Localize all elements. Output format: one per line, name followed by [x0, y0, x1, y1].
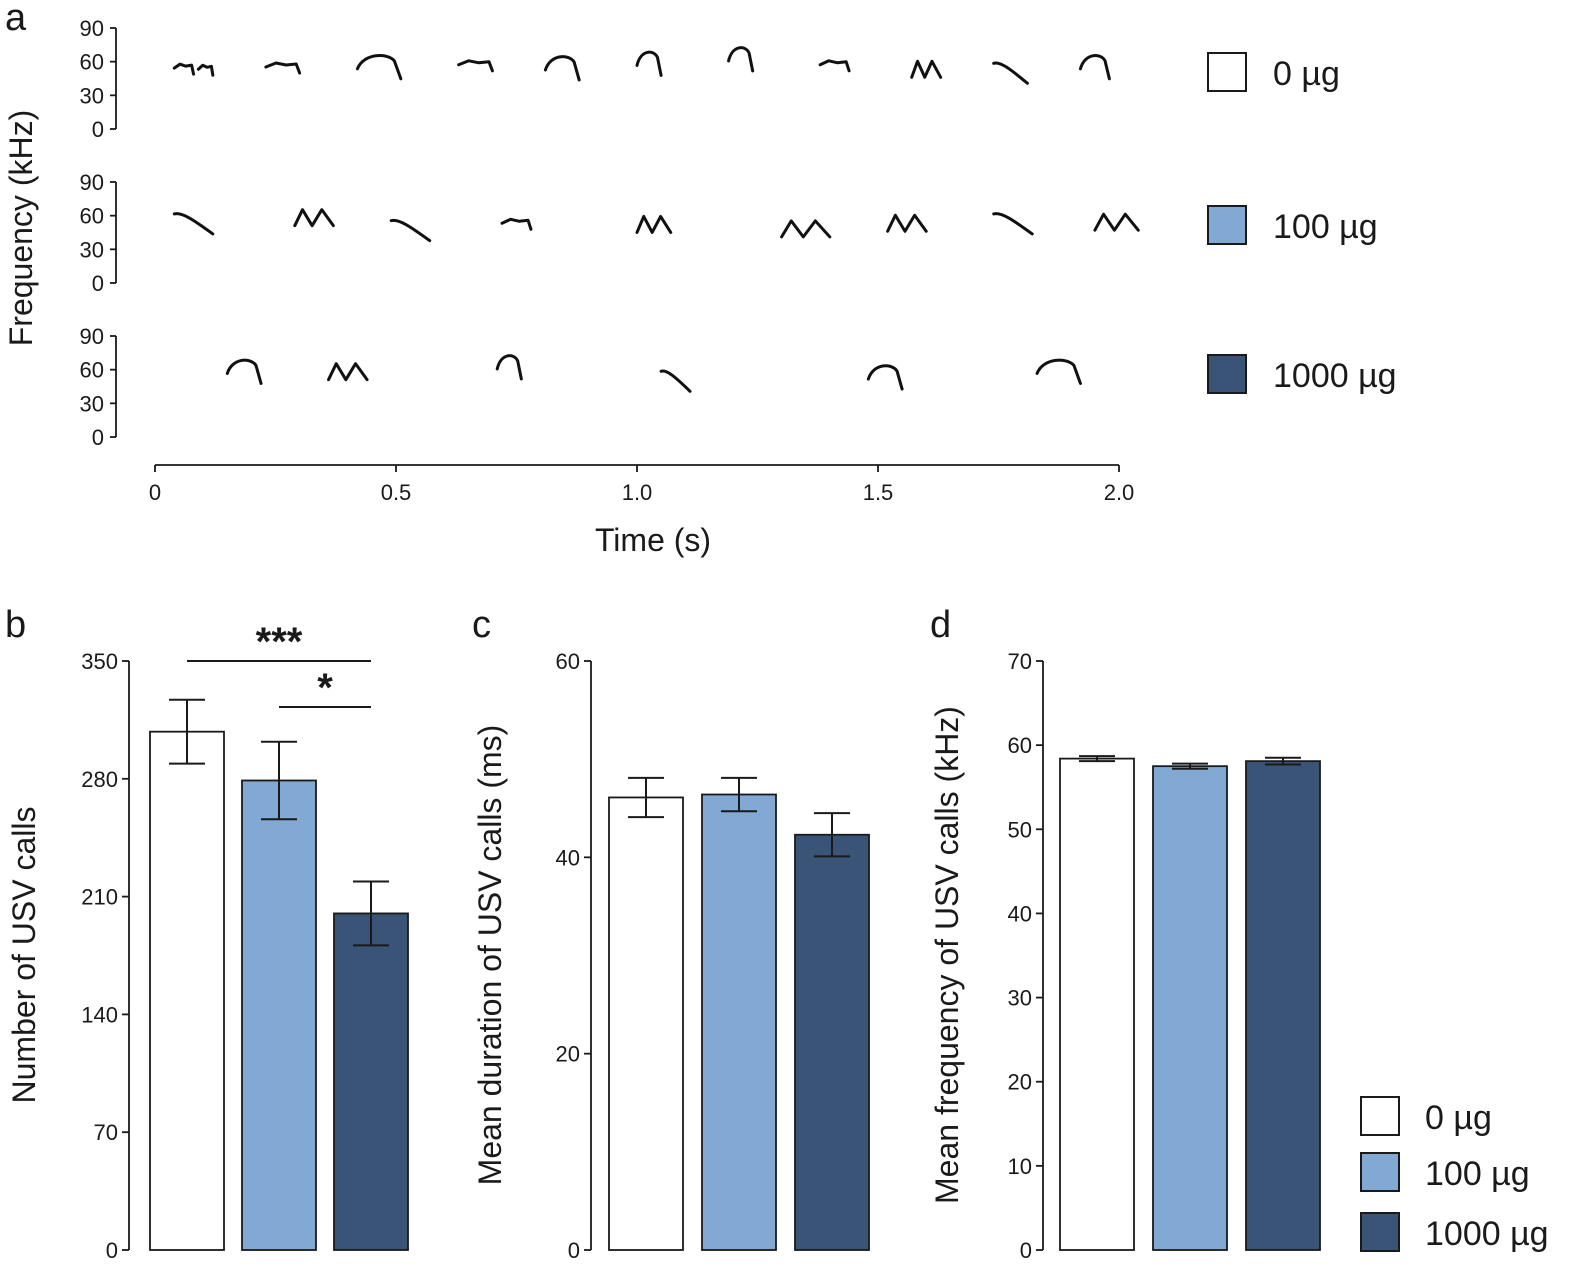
bar-c-2 [701, 793, 777, 1251]
usv-call [1035, 358, 1082, 385]
usv-call [500, 217, 533, 231]
usv-call [225, 358, 263, 385]
usv-call [886, 213, 928, 233]
usv-call [196, 63, 215, 77]
y-tick-label-a: 0 [92, 271, 104, 296]
bar-d-2 [1152, 765, 1228, 1251]
x-tick-label-a: 0.5 [381, 480, 412, 505]
y-tick-label-d: 10 [1008, 1154, 1032, 1179]
usv-call [495, 354, 523, 381]
usv-call [543, 55, 581, 82]
significance-label: * [317, 666, 333, 710]
x-tick-label-a: 0 [149, 480, 161, 505]
usv-call [457, 59, 494, 73]
y-tick-label-b: 70 [94, 1120, 118, 1145]
y-tick-label-a: 60 [80, 204, 104, 229]
panel-label-c: c [472, 604, 491, 646]
x-tick-label-a: 1.0 [622, 480, 653, 505]
y-tick-label-d: 70 [1008, 649, 1032, 674]
y-tick-label-c: 60 [556, 649, 580, 674]
y-tick-label-d: 50 [1008, 817, 1032, 842]
y-tick-label-b: 280 [81, 767, 118, 792]
usv-call [866, 364, 904, 391]
usv-call [727, 46, 755, 73]
usv-call [355, 54, 403, 81]
panel-label-b: b [5, 604, 26, 646]
y-axis-title-d: Mean frequency of USV calls (kHz) [929, 706, 965, 1204]
y-tick-label-c: 20 [556, 1042, 580, 1067]
y-axis-title-a: Frequency (kHz) [3, 110, 39, 347]
y-tick-label-a: 60 [80, 50, 104, 75]
legend-label-a: 0 µg [1273, 55, 1340, 93]
y-tick-label-d: 0 [1020, 1238, 1032, 1263]
legend-label-d: 1000 µg [1425, 1215, 1549, 1253]
usv-call [293, 208, 335, 228]
y-tick-label-d: 40 [1008, 901, 1032, 926]
usv-call [172, 212, 215, 236]
y-axis-title-b: Number of USV calls [6, 807, 42, 1104]
legend-swatch-a [1207, 52, 1247, 92]
usv-call [659, 369, 692, 393]
legend-swatch-d [1360, 1152, 1400, 1192]
usv-call [264, 61, 302, 75]
legend-label-a: 100 µg [1273, 208, 1378, 246]
legend-swatch-a [1207, 354, 1247, 394]
x-tick-label-a: 1.5 [863, 480, 894, 505]
y-tick-label-a: 30 [80, 83, 104, 108]
y-tick-label-d: 20 [1008, 1070, 1032, 1095]
y-tick-label-b: 0 [106, 1238, 118, 1263]
significance-label: *** [256, 620, 303, 664]
y-tick-label-a: 30 [80, 391, 104, 416]
bar-c-3 [794, 833, 870, 1251]
legend-label-d: 0 µg [1425, 1099, 1492, 1137]
bar-b-1 [149, 730, 225, 1251]
y-tick-label-d: 60 [1008, 733, 1032, 758]
legend-swatch-d [1360, 1212, 1400, 1252]
y-tick-label-a: 90 [80, 170, 104, 195]
usv-call [327, 362, 369, 382]
usv-call [635, 50, 663, 77]
legend-label-a: 1000 µg [1273, 357, 1397, 395]
y-tick-label-a: 60 [80, 358, 104, 383]
y-tick-label-a: 90 [80, 324, 104, 349]
bar-b-2 [241, 779, 317, 1251]
usv-call [780, 219, 832, 239]
usv-call [1078, 54, 1111, 81]
legend-swatch-d [1360, 1096, 1400, 1136]
usv-call [992, 212, 1034, 236]
bar-c-1 [608, 796, 684, 1251]
usv-call [172, 62, 196, 76]
usv-call [910, 59, 943, 79]
legend-swatch-a [1207, 205, 1247, 245]
y-axis-title-c: Mean duration of USV calls (ms) [472, 725, 508, 1186]
y-tick-label-d: 30 [1008, 986, 1032, 1011]
y-tick-label-c: 0 [568, 1238, 580, 1263]
y-tick-label-a: 0 [92, 117, 104, 142]
y-tick-label-b: 210 [81, 885, 118, 910]
usv-call [389, 218, 432, 243]
usv-call [818, 59, 851, 73]
x-axis-title-a: Time (s) [595, 522, 711, 558]
usv-call [992, 61, 1029, 85]
y-tick-label-c: 40 [556, 845, 580, 870]
bar-d-3 [1245, 760, 1321, 1251]
y-tick-label-b: 350 [81, 649, 118, 674]
bar-d-1 [1059, 757, 1135, 1251]
panel-label-d: d [930, 604, 951, 646]
usv-call [635, 214, 673, 234]
bar-b-3 [333, 912, 409, 1251]
y-tick-label-a: 30 [80, 237, 104, 262]
x-tick-label-a: 2.0 [1104, 480, 1135, 505]
usv-call [1093, 212, 1140, 232]
y-tick-label-b: 140 [81, 1002, 118, 1027]
legend-label-d: 100 µg [1425, 1155, 1530, 1193]
panel-label-a: a [5, 0, 27, 39]
y-tick-label-a: 90 [80, 16, 104, 41]
y-tick-label-a: 0 [92, 425, 104, 450]
